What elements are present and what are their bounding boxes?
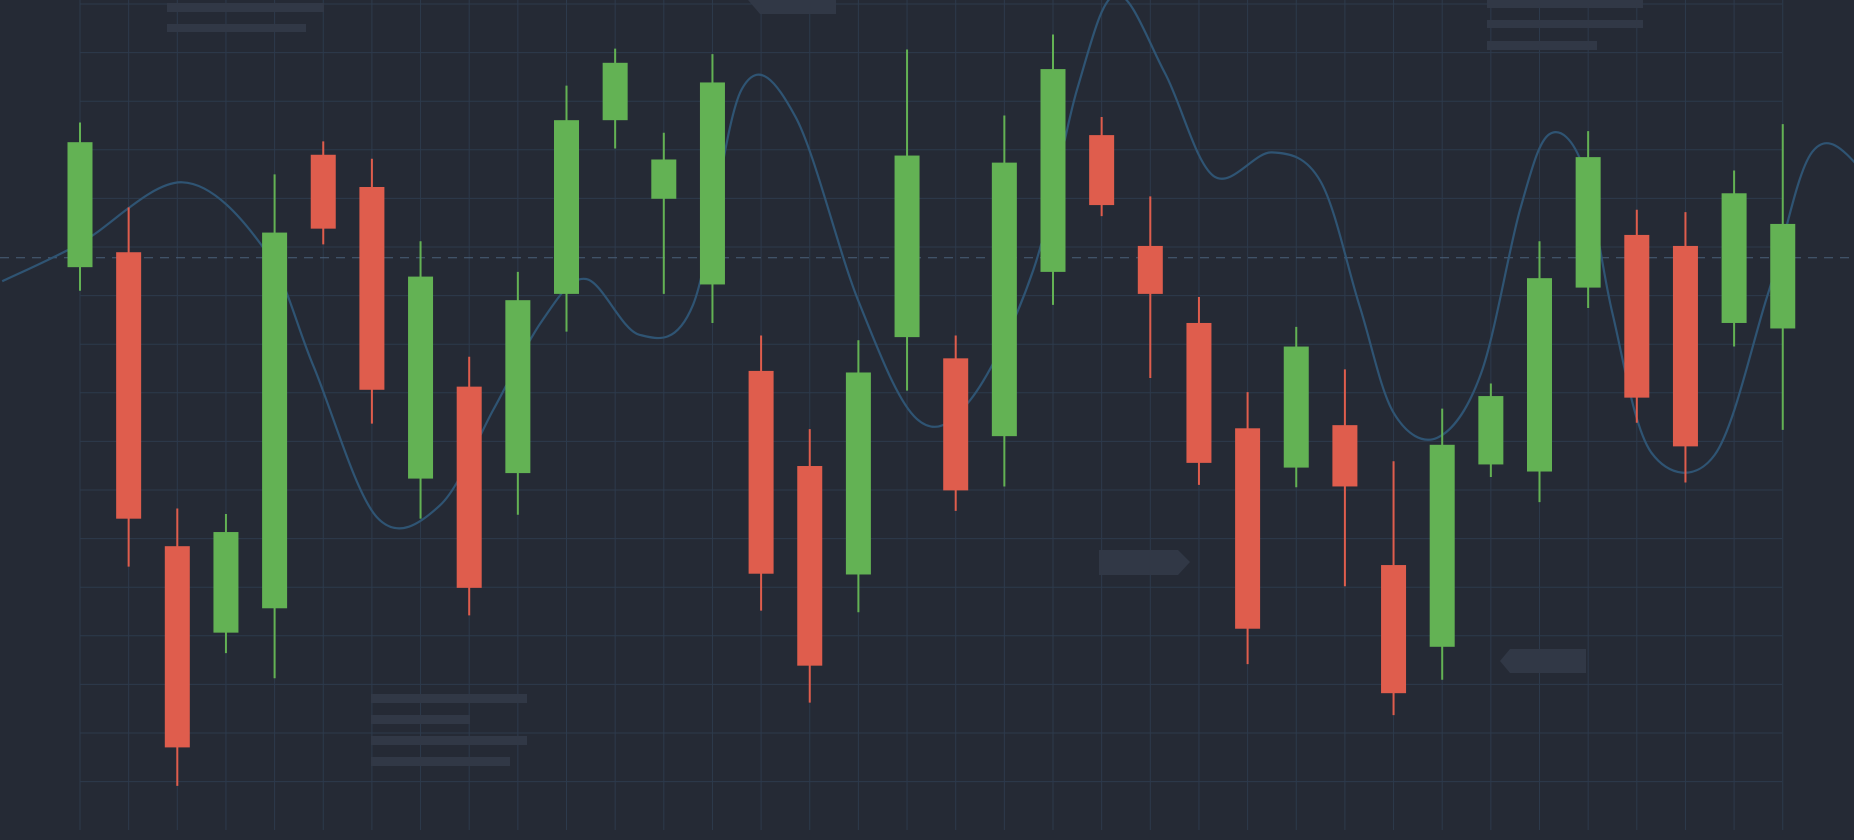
candle <box>699 54 725 323</box>
candle <box>1040 34 1066 305</box>
candle-body-bearish <box>359 186 385 390</box>
placeholder-annotations <box>167 0 1643 766</box>
placeholder-bar <box>167 3 324 12</box>
candle <box>213 513 239 654</box>
candle <box>116 207 142 567</box>
candle <box>456 356 482 616</box>
candle <box>991 115 1017 487</box>
candle-body-bullish <box>1283 346 1309 468</box>
candle-body-bearish <box>1624 234 1650 398</box>
candle <box>262 174 288 679</box>
placeholder-bar <box>1487 0 1643 8</box>
candle-body-bearish <box>1089 135 1115 206</box>
candle <box>1672 212 1698 483</box>
candle <box>359 158 385 424</box>
candle-body-bullish <box>894 155 920 338</box>
candle-body-bullish <box>991 162 1017 437</box>
candle <box>1478 383 1504 478</box>
candle-body-bearish <box>748 370 774 574</box>
candle-body-bearish <box>164 546 190 748</box>
placeholder-tag <box>1099 550 1190 575</box>
candle <box>845 340 871 613</box>
candle <box>748 335 774 611</box>
placeholder-tag <box>748 0 836 14</box>
candle <box>164 508 190 786</box>
candle <box>1624 209 1650 423</box>
candle-body-bearish <box>797 466 823 666</box>
candle-body-bullish <box>1040 69 1066 272</box>
candle <box>408 241 434 519</box>
candle <box>1235 392 1261 665</box>
placeholder-bar <box>371 694 527 703</box>
candle <box>1186 297 1212 485</box>
candle <box>797 429 823 703</box>
candle-body-bullish <box>408 276 434 479</box>
candle-body-bullish <box>1478 396 1504 465</box>
candle <box>310 141 336 245</box>
candle-body-bullish <box>505 300 531 474</box>
placeholder-bar <box>371 757 510 766</box>
candle-body-bearish <box>116 252 142 519</box>
candle-body-bearish <box>1186 322 1212 463</box>
candle <box>67 122 93 291</box>
candle-body-bullish <box>554 120 579 294</box>
candle <box>1721 170 1747 347</box>
placeholder-bar <box>371 715 470 724</box>
candle-body-bearish <box>1332 425 1358 487</box>
candle-body-bullish <box>1770 223 1796 329</box>
candle <box>1381 461 1407 716</box>
candle-body-bullish <box>213 532 239 633</box>
candle-body-bearish <box>1672 245 1698 447</box>
candles-group <box>67 34 1796 786</box>
candle <box>554 85 579 332</box>
candle-body-bearish <box>456 386 482 588</box>
candle <box>505 271 531 515</box>
candle <box>1332 369 1358 587</box>
candle <box>943 335 969 511</box>
candle-body-bullish <box>651 159 677 199</box>
candle-body-bearish <box>310 154 336 229</box>
candle-body-bullish <box>1575 157 1601 288</box>
candle <box>1770 124 1796 430</box>
candle <box>1283 326 1309 488</box>
candle-body-bullish <box>699 82 725 285</box>
placeholder-bar <box>167 24 306 32</box>
candle-body-bearish <box>1381 565 1407 694</box>
candle-body-bullish <box>845 372 871 575</box>
candle-body-bullish <box>1721 193 1747 323</box>
placeholder-tag <box>1500 649 1586 673</box>
candle <box>1089 117 1115 217</box>
candle <box>1527 241 1552 503</box>
candle-body-bullish <box>602 62 628 121</box>
candle-body-bullish <box>262 232 288 609</box>
placeholder-bar <box>1487 20 1643 28</box>
candle-body-bullish <box>1429 444 1455 647</box>
candle-body-bullish <box>1527 278 1552 472</box>
candle <box>894 49 920 391</box>
candle <box>1429 408 1455 680</box>
candle <box>651 132 677 294</box>
candle <box>1575 131 1601 309</box>
candle-body-bearish <box>1137 245 1163 294</box>
placeholder-bar <box>371 736 527 745</box>
candle-body-bearish <box>943 358 969 491</box>
candle <box>602 48 628 149</box>
candle-body-bullish <box>67 142 93 268</box>
candle <box>1137 196 1163 378</box>
placeholder-bar <box>1487 41 1597 50</box>
candle-body-bearish <box>1235 428 1261 629</box>
